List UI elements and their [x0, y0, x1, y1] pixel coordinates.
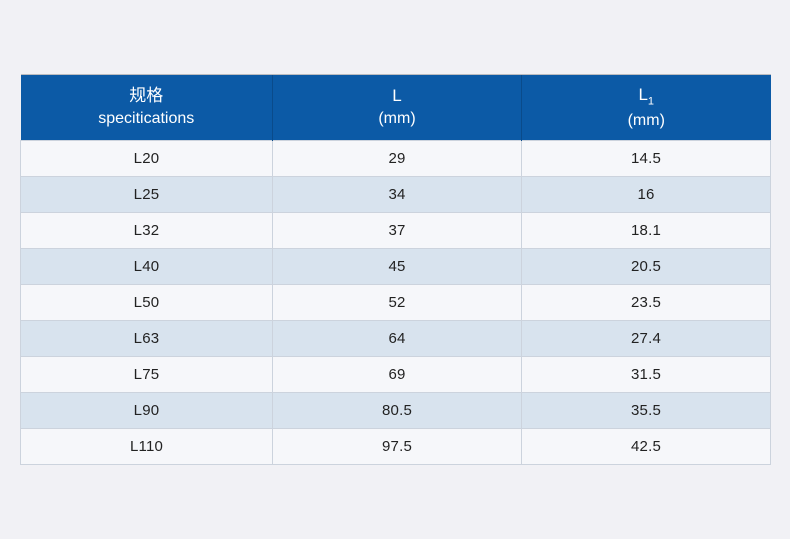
table-row: L75 69 31.5	[20, 356, 771, 393]
spec-cell: L75	[20, 356, 273, 393]
header-l1-unit: (mm)	[627, 111, 665, 129]
spec-cell: L63	[20, 320, 273, 357]
table-row: L63 64 27.4	[20, 320, 771, 357]
header-l1-base: L	[638, 84, 648, 104]
header-spec-cn: 规格	[129, 86, 164, 106]
l1-cell: 14.5	[521, 140, 771, 177]
header-spec-en: specitications	[98, 110, 195, 128]
table-row: L40 45 20.5	[20, 248, 771, 285]
l-cell: 64	[272, 320, 522, 357]
table-row: L50 52 23.5	[20, 284, 771, 321]
header-l1-subscript: 1	[647, 95, 655, 108]
spec-cell: L20	[20, 140, 273, 177]
l1-cell: 20.5	[521, 248, 771, 285]
table-row: L32 37 18.1	[20, 212, 771, 249]
l-cell: 80.5	[272, 392, 522, 429]
l1-cell: 31.5	[521, 356, 771, 393]
table-row: L110 97.5 42.5	[20, 428, 771, 465]
table-header: 规格 specitications L (mm) L1 (mm)	[20, 74, 771, 141]
header-spec: 规格 specitications	[20, 74, 273, 141]
header-row: 规格 specitications L (mm) L1 (mm)	[20, 74, 771, 141]
l-cell: 97.5	[272, 428, 522, 465]
table-row: L90 80.5 35.5	[20, 392, 771, 429]
spec-cell: L25	[20, 176, 273, 213]
l1-cell: 42.5	[521, 428, 771, 465]
l-cell: 37	[272, 212, 522, 249]
specifications-table: 规格 specitications L (mm) L1 (mm) L20 29 …	[20, 74, 771, 465]
l-cell: 34	[272, 176, 522, 213]
header-l1: L1 (mm)	[521, 74, 771, 141]
header-l-symbol: L	[392, 86, 402, 106]
spec-cell: L110	[20, 428, 273, 465]
l1-cell: 23.5	[521, 284, 771, 321]
spec-cell: L40	[20, 248, 273, 285]
l-cell: 52	[272, 284, 522, 321]
header-l-unit: (mm)	[378, 110, 416, 128]
l1-cell: 16	[521, 176, 771, 213]
spec-cell: L90	[20, 392, 273, 429]
l-cell: 29	[272, 140, 522, 177]
l-cell: 69	[272, 356, 522, 393]
table-row: L20 29 14.5	[20, 140, 771, 177]
table-row: L25 34 16	[20, 176, 771, 213]
table-body: L20 29 14.5 L25 34 16 L32 37 18.1 L40 45…	[20, 140, 771, 465]
spec-cell: L50	[20, 284, 273, 321]
header-l: L (mm)	[272, 74, 522, 141]
header-l1-symbol: L1	[522, 83, 771, 110]
spec-cell: L32	[20, 212, 273, 249]
l-cell: 45	[272, 248, 522, 285]
l1-cell: 35.5	[521, 392, 771, 429]
l1-cell: 27.4	[521, 320, 771, 357]
l1-cell: 18.1	[521, 212, 771, 249]
